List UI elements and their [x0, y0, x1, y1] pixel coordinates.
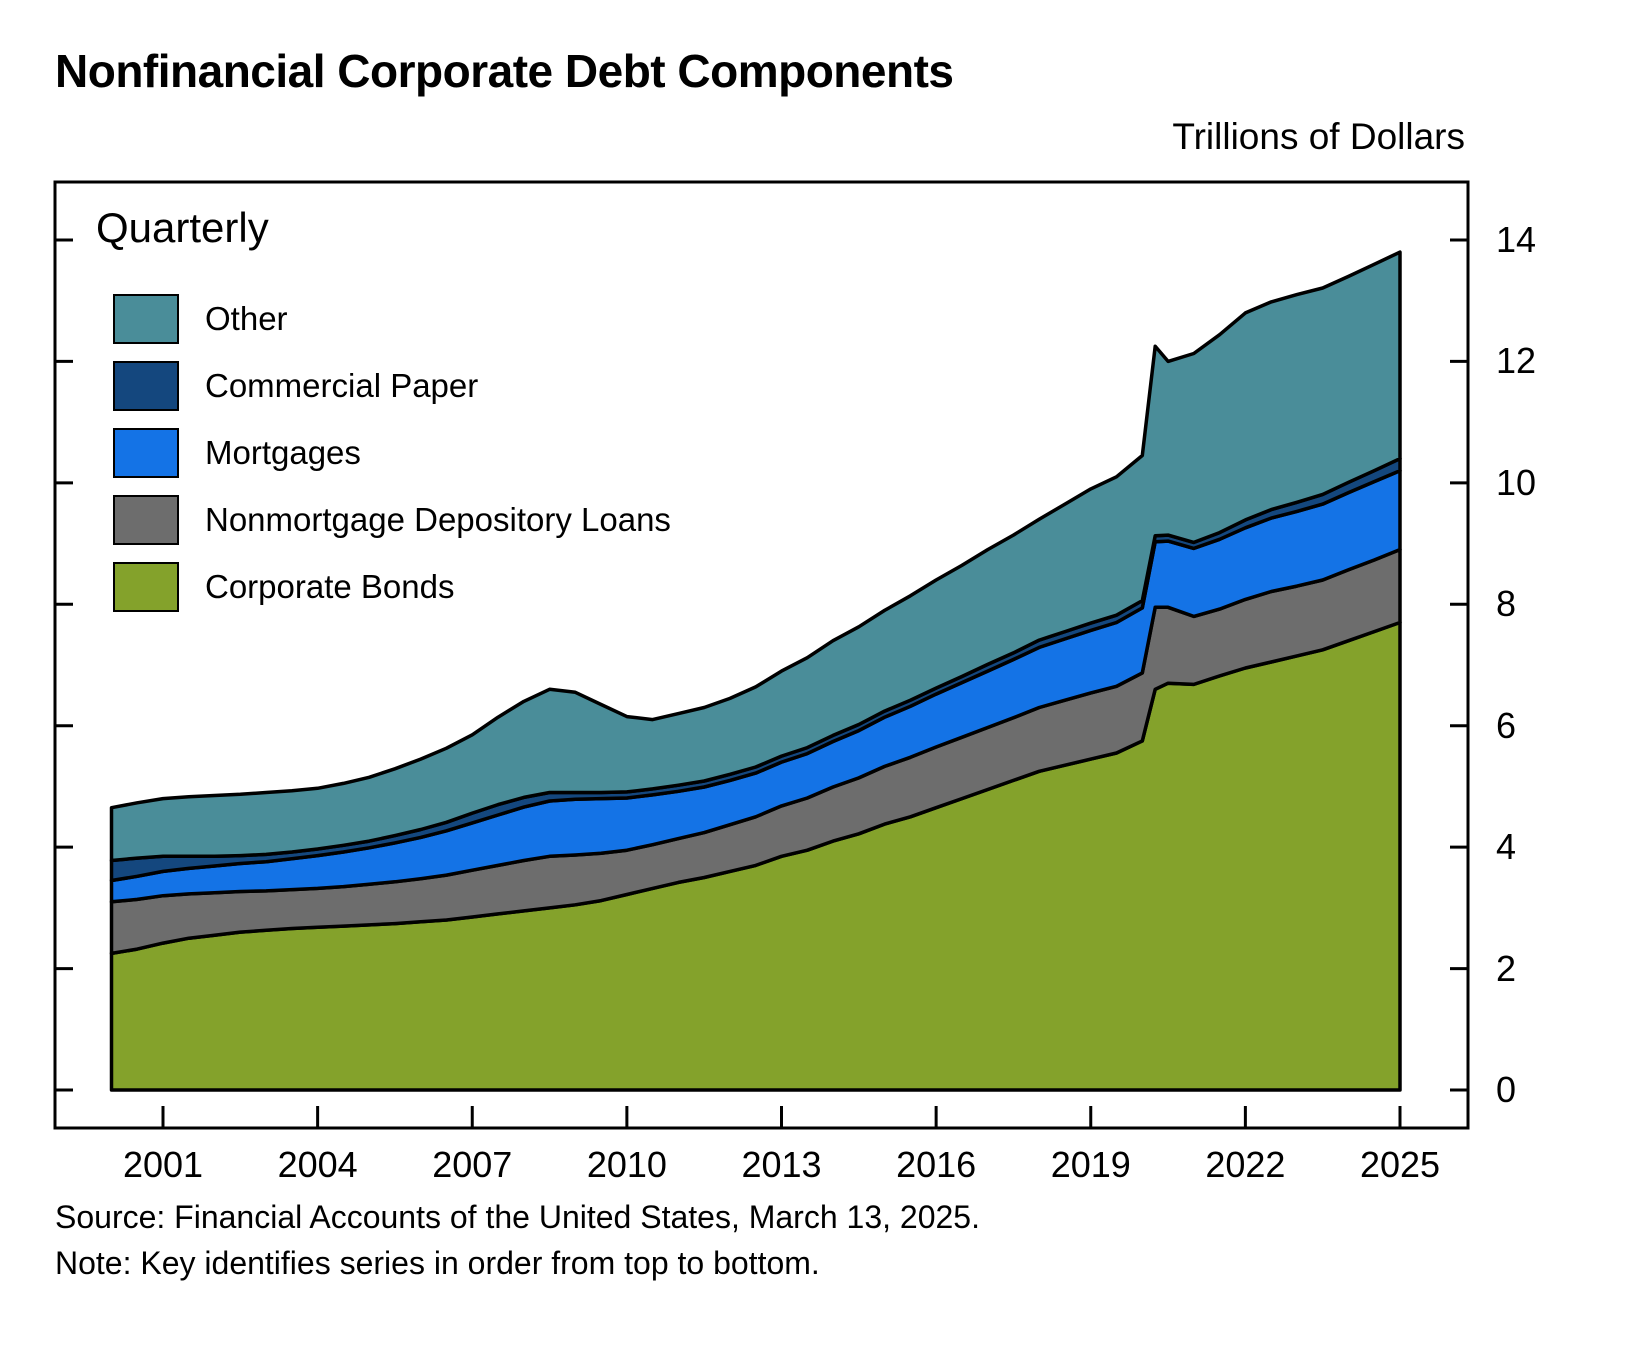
y-axis-units-label: Trillions of Dollars — [1172, 116, 1465, 157]
legend-item-commercial-paper: Commercial Paper — [113, 361, 671, 411]
x-tick-label: 2016 — [896, 1144, 977, 1185]
source-text: Source: Financial Accounts of the United… — [55, 1199, 980, 1235]
x-tick-label: 2007 — [432, 1144, 513, 1185]
legend-item-other: Other — [113, 294, 671, 344]
legend-swatch — [113, 495, 179, 545]
plot-frame — [53, 180, 1470, 1130]
y-tick-label: 4 — [1496, 826, 1517, 868]
y-tick-label: 2 — [1496, 947, 1517, 989]
legend-swatch — [113, 294, 179, 344]
note-text: Note: Key identifies series in order fro… — [55, 1245, 820, 1282]
legend-label: Commercial Paper — [205, 367, 479, 404]
legend-swatch — [113, 562, 179, 612]
legend-item-corporate-bonds: Corporate Bonds — [113, 562, 671, 612]
y-tick-label: 10 — [1496, 461, 1537, 503]
frequency-label: Quarterly — [96, 204, 269, 251]
legend-label: Nonmortgage Depository Loans — [205, 501, 671, 538]
legend-swatch — [113, 428, 179, 478]
x-tick-label: 2019 — [1050, 1144, 1131, 1185]
legend-label: Other — [205, 300, 288, 337]
x-tick-label: 2022 — [1205, 1144, 1286, 1185]
legend-item-nonmortgage-depository-loans: Nonmortgage Depository Loans — [113, 495, 671, 545]
y-tick-label: 6 — [1496, 704, 1517, 746]
y-tick-label: 12 — [1496, 340, 1537, 382]
x-tick-label: 2010 — [586, 1144, 667, 1185]
legend-item-mortgages: Mortgages — [113, 428, 671, 478]
area-other — [109, 250, 1402, 863]
x-tick-label: 2001 — [122, 1144, 204, 1185]
legend-label: Mortgages — [205, 434, 361, 471]
x-tick-label: 2013 — [741, 1144, 822, 1185]
x-tick-label: 2004 — [277, 1144, 358, 1185]
footer: Source: Financial Accounts of the United… — [55, 1194, 980, 1287]
y-tick-label: 14 — [1496, 219, 1537, 260]
chart-title: Nonfinancial Corporate Debt Components — [55, 45, 954, 97]
y-tick-label: 0 — [1496, 1069, 1517, 1110]
y-tick-label: 8 — [1496, 583, 1517, 625]
legend-label: Corporate Bonds — [205, 568, 455, 605]
legend: Other Commercial Paper Mortgages Nonmortgag… — [113, 294, 671, 629]
legend-swatch — [113, 361, 179, 411]
x-tick-label: 2025 — [1359, 1144, 1441, 1185]
